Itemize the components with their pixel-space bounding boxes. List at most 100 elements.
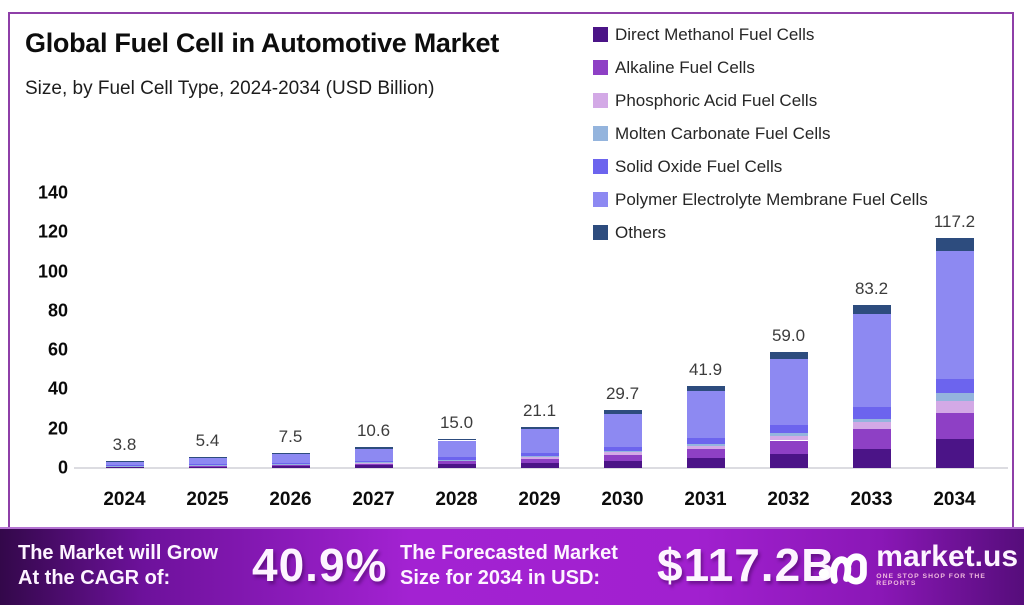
- chart-subtitle: Size, by Fuel Cell Type, 2024-2034 (USD …: [25, 78, 435, 99]
- legend-swatch-icon: [593, 60, 608, 75]
- bar-segment: [188, 458, 227, 465]
- x-axis-year-label: 2028: [435, 489, 478, 510]
- legend-swatch-icon: [593, 225, 608, 240]
- legend-swatch-icon: [593, 27, 608, 42]
- bar-segment: [437, 438, 476, 441]
- bar-segment: [769, 433, 808, 436]
- y-tick-label: 120: [37, 221, 68, 242]
- bar-segment: [188, 457, 227, 459]
- bar-total-label: 117.2: [933, 211, 976, 231]
- bar-segment: [437, 461, 476, 465]
- bar-segment: [603, 409, 642, 414]
- bar-segment: [852, 429, 891, 449]
- legend-label: Solid Oxide Fuel Cells: [615, 156, 783, 176]
- bar-segment: [769, 359, 808, 426]
- bar-segment: [935, 251, 974, 379]
- bar-segment: [188, 465, 227, 467]
- bar-segment: [686, 438, 725, 445]
- legend-swatch-icon: [593, 93, 608, 108]
- bar-segment: [520, 426, 559, 430]
- bar-segment: [105, 461, 144, 466]
- legend-label: Others: [615, 222, 667, 242]
- legend-label: Molten Carbonate Fuel Cells: [615, 123, 831, 143]
- bar-segment: [437, 464, 476, 468]
- bar-segment: [603, 451, 642, 453]
- forecast-label: The Forecasted Market Size for 2034 in U…: [400, 541, 618, 591]
- bar-segment: [852, 418, 891, 423]
- bar-total-label: 41.9: [688, 359, 723, 379]
- legend-swatch-icon: [593, 159, 608, 174]
- bar-segment: [603, 413, 642, 448]
- legend-label: Direct Methanol Fuel Cells: [615, 24, 815, 44]
- bar-segment: [603, 461, 642, 468]
- x-axis-year-label: 2027: [352, 489, 395, 510]
- x-axis-year-label: 2026: [269, 489, 312, 510]
- bar-segment: [769, 435, 808, 441]
- bar-segment: [935, 392, 974, 402]
- bar-segment: [686, 391, 725, 439]
- bar-segment: [354, 462, 393, 464]
- bar-segment: [852, 407, 891, 419]
- forecast-label-line1: The Forecasted Market: [400, 542, 618, 564]
- bar-total-label: 10.6: [356, 421, 391, 441]
- marketus-swirl-icon: [818, 553, 867, 585]
- bar-segment: [852, 448, 891, 468]
- bar-segment: [437, 440, 476, 458]
- legend-item: Direct Methanol Fuel Cells: [593, 18, 928, 51]
- bar-segment: [935, 379, 974, 393]
- bar-segment: [354, 465, 393, 468]
- bar-segment: [686, 449, 725, 459]
- forecast-value: $117.2B: [657, 539, 836, 591]
- legend-item: Alkaline Fuel Cells: [593, 51, 928, 84]
- bar-segment: [354, 460, 393, 463]
- bar-segment: [271, 464, 310, 467]
- legend-item: Phosphoric Acid Fuel Cells: [593, 84, 928, 117]
- bar-segment: [686, 458, 725, 468]
- bar-segment: [105, 465, 144, 466]
- bar-segment: [437, 459, 476, 461]
- y-tick-label: 20: [47, 418, 68, 439]
- bar-segment: [520, 457, 559, 459]
- bar-total-label: 5.4: [195, 431, 220, 451]
- brand-name: market.us: [876, 539, 1019, 573]
- y-tick-label: 140: [37, 182, 68, 203]
- bar-segment: [935, 401, 974, 413]
- bar-segment: [354, 463, 393, 466]
- brand-text-block: market.us ONE STOP SHOP FOR THE REPORTS: [876, 539, 1024, 587]
- bar-segment: [437, 457, 476, 460]
- bar-segment: [852, 422, 891, 430]
- chart-frame: [8, 12, 1014, 527]
- cagr-value: 40.9%: [252, 539, 388, 591]
- legend-label: Phosphoric Acid Fuel Cells: [615, 90, 818, 110]
- x-axis-year-label: 2031: [684, 489, 727, 510]
- bar-segment: [686, 446, 725, 450]
- bar-segment: [271, 462, 310, 464]
- brand-logo: market.us ONE STOP SHOP FOR THE REPORTS: [818, 541, 1024, 587]
- bottom-banner: The Market will Grow At the CAGR of: 40.…: [0, 527, 1024, 605]
- bar-segment: [520, 456, 559, 457]
- y-tick-label: 0: [57, 457, 68, 478]
- bar-segment: [603, 452, 642, 455]
- x-axis-year-label: 2025: [186, 489, 229, 510]
- bar-segment: [935, 438, 974, 468]
- bar-total-label: 15.0: [439, 412, 474, 432]
- bar-segment: [769, 352, 808, 360]
- bar-segment: [437, 460, 476, 462]
- legend-item: Molten Carbonate Fuel Cells: [593, 117, 928, 150]
- bar-segment: [603, 454, 642, 462]
- bar-segment: [354, 448, 393, 461]
- y-tick-label: 100: [37, 261, 68, 282]
- bar-segment: [603, 447, 642, 452]
- bar-segment: [520, 458, 559, 464]
- bar-segment: [520, 463, 559, 468]
- legend-swatch-icon: [593, 192, 608, 207]
- bar-segment: [188, 466, 227, 468]
- x-axis-year-label: 2032: [767, 489, 810, 510]
- bar-segment: [769, 454, 808, 468]
- bar-segment: [686, 385, 725, 392]
- bar-segment: [271, 466, 310, 468]
- bar-segment: [852, 304, 891, 315]
- bar-segment: [188, 464, 227, 466]
- chart-title: Global Fuel Cell in Automotive Market: [25, 28, 499, 58]
- bar-segment: [271, 464, 310, 465]
